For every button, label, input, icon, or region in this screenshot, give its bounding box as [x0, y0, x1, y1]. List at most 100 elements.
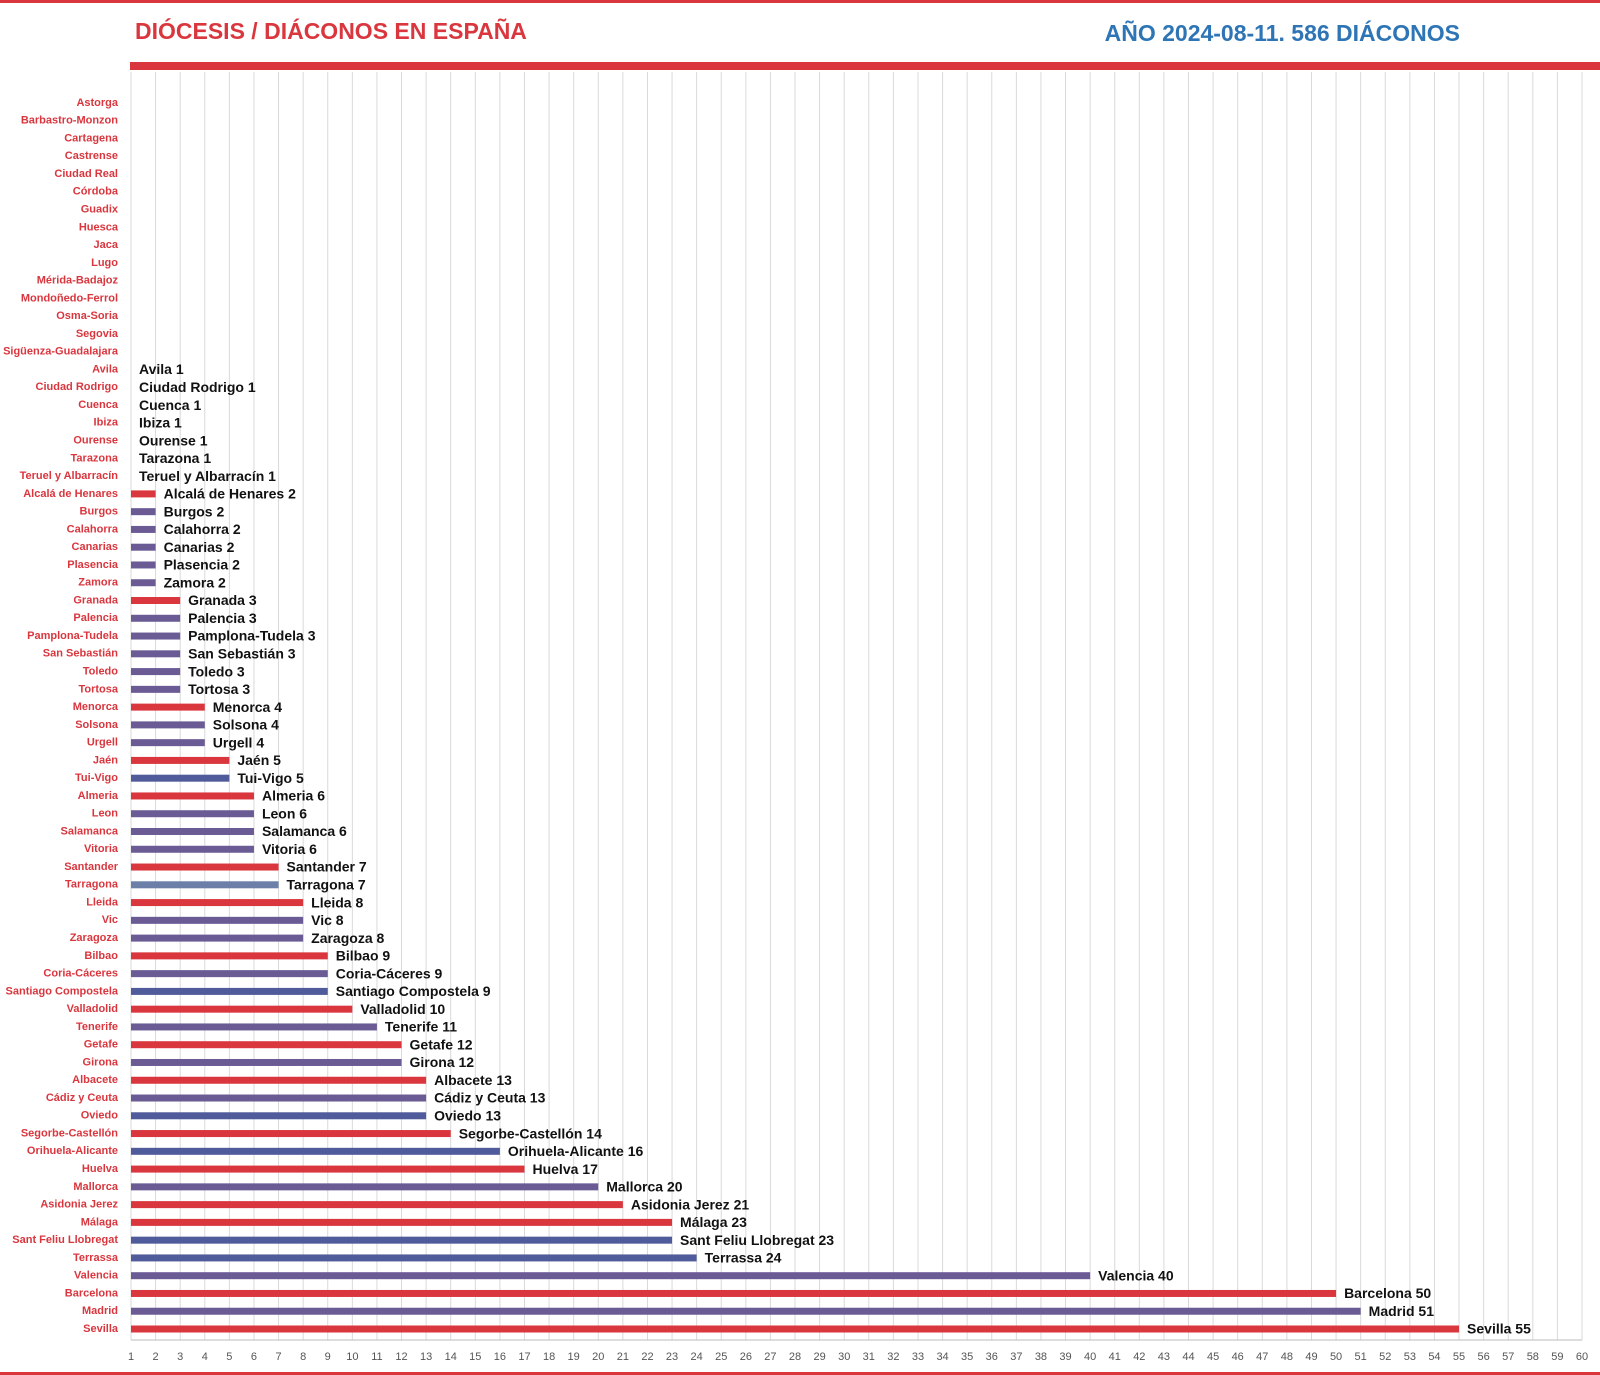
x-tick-label: 58	[1527, 1351, 1539, 1363]
category-label: Albacete	[72, 1074, 118, 1086]
category-label: Orihuela-Alicante	[27, 1145, 118, 1157]
bar	[131, 1005, 353, 1013]
value-label: Vic 8	[311, 912, 344, 928]
bar	[131, 508, 156, 516]
bar	[131, 561, 156, 569]
x-tick-label: 22	[641, 1351, 653, 1363]
category-label: Pamplona-Tudela	[27, 630, 119, 642]
value-label: San Sebastián 3	[188, 646, 296, 662]
value-label: Urgell 4	[213, 734, 265, 750]
x-tick-label: 28	[789, 1351, 801, 1363]
value-label: Toledo 3	[188, 663, 245, 679]
value-label: Ibiza 1	[139, 415, 182, 431]
category-label: Cádiz y Ceuta	[46, 1092, 119, 1104]
value-label: Solsona 4	[213, 717, 279, 733]
x-tick-label: 45	[1207, 1351, 1219, 1363]
category-label: Oviedo	[81, 1110, 119, 1122]
x-tick-label: 41	[1109, 1351, 1121, 1363]
category-label: Zaragoza	[70, 932, 119, 944]
bar	[131, 881, 279, 889]
category-label: Canarias	[72, 541, 118, 553]
category-label: Castrense	[65, 150, 118, 162]
bar	[131, 597, 181, 605]
value-label: Almeria 6	[262, 788, 325, 804]
category-label: Avila	[92, 363, 119, 375]
category-label: Astorga	[76, 97, 118, 109]
value-label: Granada 3	[188, 592, 257, 608]
header-rule	[130, 62, 1600, 70]
category-label: Sant Feliu Llobregat	[12, 1234, 118, 1246]
bar	[131, 916, 304, 924]
value-label: Plasencia 2	[164, 557, 240, 573]
x-tick-label: 51	[1355, 1351, 1367, 1363]
category-label: Plasencia	[67, 559, 119, 571]
category-label: Tui-Vigo	[75, 772, 118, 784]
bar	[131, 1201, 623, 1209]
category-label: Segovia	[76, 328, 119, 340]
category-label: Teruel y Albarracín	[20, 470, 119, 482]
bar	[131, 1254, 697, 1262]
category-label: Cuenca	[78, 399, 119, 411]
value-label: Huelva 17	[532, 1161, 598, 1177]
category-label: Burgos	[80, 506, 119, 518]
value-label: Tenerife 11	[385, 1019, 457, 1035]
bottom-border	[0, 1372, 1600, 1375]
value-label: Menorca 4	[213, 699, 282, 715]
value-label: Segorbe-Castellón 14	[459, 1125, 602, 1141]
category-label: Valladolid	[67, 1003, 118, 1015]
bar	[131, 987, 328, 995]
bar	[131, 579, 156, 587]
bar	[131, 845, 254, 853]
category-label: Sevilla	[83, 1323, 119, 1335]
x-tick-label: 26	[740, 1351, 752, 1363]
x-tick-label: 35	[961, 1351, 973, 1363]
value-label: Tarragona 7	[287, 877, 366, 893]
bar	[131, 952, 328, 960]
x-tick-label: 3	[177, 1351, 183, 1363]
value-label: Calahorra 2	[164, 521, 241, 537]
category-label: Toledo	[83, 665, 119, 677]
value-label: Palencia 3	[188, 610, 257, 626]
category-label: Bilbao	[84, 950, 118, 962]
category-label: Huelva	[82, 1163, 119, 1175]
x-tick-label: 42	[1133, 1351, 1145, 1363]
value-label: Teruel y Albarracín 1	[139, 468, 276, 484]
chart-title: DIÓCESIS / DIÁCONOS EN ESPAÑA	[135, 17, 527, 44]
category-label: Barcelona	[65, 1287, 119, 1299]
value-label: Málaga 23	[680, 1214, 747, 1230]
x-tick-label: 14	[445, 1351, 457, 1363]
bar	[131, 934, 304, 942]
category-label: Palencia	[73, 612, 119, 624]
value-label: Avila 1	[139, 361, 184, 377]
bar	[131, 792, 254, 800]
x-tick-label: 47	[1256, 1351, 1268, 1363]
bar	[131, 1325, 1460, 1333]
x-tick-label: 15	[469, 1351, 481, 1363]
category-label: Ciudad Real	[54, 168, 118, 180]
category-label: Guadix	[81, 204, 119, 216]
category-label: Lugo	[91, 257, 118, 269]
category-label: Tenerife	[76, 1021, 118, 1033]
bar	[131, 543, 156, 551]
bar	[131, 721, 205, 729]
category-label: Granada	[73, 594, 119, 606]
category-label: Santander	[64, 861, 119, 873]
category-label: Barbastro-Monzon	[21, 115, 118, 127]
bar	[131, 1094, 427, 1102]
category-label: Valencia	[74, 1270, 119, 1282]
value-label: Santander 7	[287, 859, 367, 875]
x-tick-label: 50	[1330, 1351, 1342, 1363]
category-label: Sigüenza-Guadalajara	[3, 346, 119, 358]
value-label: Sevilla 55	[1467, 1321, 1531, 1337]
x-tick-label: 12	[395, 1351, 407, 1363]
value-label: Sant Feliu Llobregat 23	[680, 1232, 834, 1248]
x-tick-label: 57	[1502, 1351, 1514, 1363]
x-tick-label: 27	[764, 1351, 776, 1363]
value-label: Madrid 51	[1369, 1303, 1435, 1319]
category-label: Ourense	[73, 435, 118, 447]
x-tick-label: 9	[325, 1351, 331, 1363]
x-tick-label: 32	[887, 1351, 899, 1363]
x-tick-label: 31	[863, 1351, 875, 1363]
bar	[131, 1130, 451, 1138]
